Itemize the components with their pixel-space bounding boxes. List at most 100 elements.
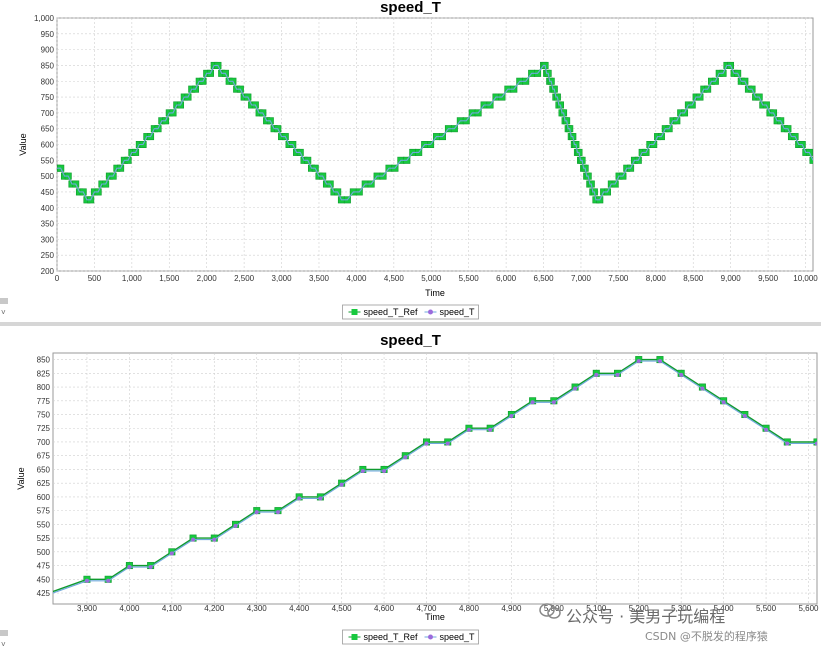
- marker-speed_T: [169, 551, 174, 556]
- x-tick-label: 4,600: [374, 604, 395, 613]
- marker-speed_T: [254, 510, 259, 515]
- y-tick-label: 750: [37, 411, 51, 420]
- legend-box: [342, 304, 479, 320]
- marker-speed_T: [721, 400, 726, 405]
- y-tick-label: 625: [37, 479, 51, 488]
- legend-label-speed_T: speed_T: [440, 307, 476, 317]
- x-tick-label: 4,800: [459, 604, 480, 613]
- scroll-handle-top[interactable]: [0, 298, 8, 304]
- y-tick-label: 825: [37, 369, 51, 378]
- chart-title: speed_T: [380, 332, 441, 349]
- x-tick-label: 8,500: [683, 274, 704, 283]
- y-tick-label: 675: [37, 452, 51, 461]
- series-line-speed_T_Ref: [53, 358, 817, 593]
- watermark-sub: CSDN @不脱发的程序猿: [645, 630, 768, 643]
- y-tick-label: 850: [41, 61, 55, 70]
- marker-speed_T: [466, 427, 471, 432]
- y-tick-label: 700: [37, 438, 51, 447]
- collapse-arrow-bottom-icon[interactable]: ˅: [1, 640, 6, 649]
- y-tick-label: 575: [37, 507, 51, 516]
- x-tick-label: 4,200: [204, 604, 225, 613]
- x-tick-label: 4,000: [346, 274, 367, 283]
- x-tick-label: 4,000: [119, 604, 140, 613]
- x-tick-label: 0: [55, 274, 60, 283]
- legend-label-speed_T_Ref: speed_T_Ref: [364, 307, 419, 317]
- x-tick-label: 4,300: [247, 604, 268, 613]
- marker-speed_T: [84, 578, 89, 583]
- x-tick-label: 4,400: [289, 604, 310, 613]
- y-tick-label: 725: [37, 424, 51, 433]
- marker-speed_T: [573, 386, 578, 391]
- marker-speed_T: [233, 523, 238, 528]
- legend-label-speed_T_Ref: speed_T_Ref: [364, 632, 419, 642]
- y-tick-label: 500: [37, 548, 51, 557]
- y-tick-label: 750: [41, 93, 55, 102]
- wechat-logo-icon: [539, 603, 561, 619]
- x-tick-label: 5,200: [629, 604, 650, 613]
- marker-speed_T: [148, 565, 153, 570]
- marker-speed_T: [127, 565, 132, 570]
- legend-label-speed_T: speed_T: [440, 632, 476, 642]
- y-tick-label: 450: [37, 575, 51, 584]
- marker-speed_T: [679, 372, 684, 377]
- y-tick-label: 1,000: [34, 14, 55, 23]
- marker-speed_T: [509, 414, 514, 419]
- y-tick-label: 450: [41, 188, 55, 197]
- y-tick-label: 200: [41, 267, 55, 276]
- legend-marker-speed_T_Ref: [351, 309, 358, 315]
- x-tick-label: 4,900: [501, 604, 522, 613]
- y-axis-label: Value: [16, 467, 26, 489]
- zoomed-chart: speed_T 425 450 475 500 525 550 575 600 625 650 675…: [16, 332, 819, 645]
- x-tick-label: 2,000: [197, 274, 218, 283]
- marker-speed_T: [424, 441, 429, 446]
- y-tick-label: 300: [41, 235, 55, 244]
- x-tick-label: 1,000: [122, 274, 143, 283]
- panel-splitter[interactable]: [0, 322, 821, 326]
- y-tick-label: 550: [41, 156, 55, 165]
- y-tick-label: 500: [41, 172, 55, 181]
- x-tick-label: 4,700: [416, 604, 437, 613]
- y-axis-label: Value: [18, 133, 28, 155]
- y-tick-label: 250: [41, 251, 55, 260]
- y-tick-label: 400: [41, 204, 55, 213]
- x-tick-label: 1,500: [159, 274, 180, 283]
- x-tick-label: 4,500: [332, 604, 353, 613]
- marker-speed_T: [785, 441, 790, 446]
- x-tick-label: 5,400: [714, 604, 735, 613]
- y-tick-label: 800: [41, 77, 55, 86]
- legend-box: [342, 629, 479, 645]
- x-tick-label: 8,000: [646, 274, 667, 283]
- x-tick-label: 5,100: [586, 604, 607, 613]
- marker-speed_T: [742, 414, 747, 419]
- y-tick-label: 425: [37, 589, 51, 598]
- marker-speed_T: [403, 455, 408, 460]
- marker-speed_T: [594, 372, 599, 377]
- y-tick-label: 775: [37, 397, 51, 406]
- x-tick-label: 6,000: [496, 274, 517, 283]
- legend-marker-speed_T: [428, 634, 433, 640]
- y-tick-label: 800: [37, 383, 51, 392]
- y-tick-label: 550: [37, 520, 51, 529]
- marker-speed_T: [339, 482, 344, 487]
- series-line-speed_T: [53, 360, 817, 594]
- x-axis-label: Time: [425, 288, 445, 298]
- x-tick-label: 7,500: [608, 274, 629, 283]
- y-tick-label: 650: [37, 465, 51, 474]
- marker-speed_T: [551, 400, 556, 405]
- marker-speed_T: [530, 400, 535, 405]
- marker-speed_T: [212, 537, 217, 542]
- marker-speed_T: [615, 372, 620, 377]
- chart-panel-overview: speed_T 200 250 300 350 400 450 500 550 600 650 700…: [0, 0, 821, 322]
- x-tick-label: 3,500: [309, 274, 330, 283]
- scroll-handle-bottom[interactable]: [0, 630, 8, 636]
- collapse-arrow-top-icon[interactable]: ˅: [1, 308, 6, 317]
- marker-speed_T: [815, 441, 817, 446]
- y-tick-label: 600: [37, 493, 51, 502]
- overview-chart: speed_T 200 250 300 350 400 450 500 550 600 650 700…: [18, 0, 818, 320]
- x-tick-label: 5,300: [671, 604, 692, 613]
- y-tick-label: 475: [37, 562, 51, 571]
- marker-speed_T: [700, 386, 705, 391]
- series-group: [53, 356, 817, 594]
- x-tick-label: 4,500: [384, 274, 405, 283]
- series-line-speed_T: [57, 64, 813, 201]
